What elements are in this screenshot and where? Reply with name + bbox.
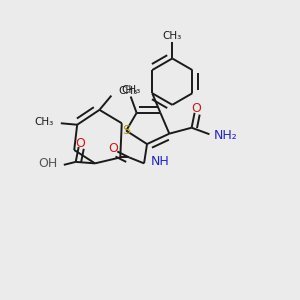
Text: CH₃: CH₃ bbox=[34, 117, 53, 127]
Text: O: O bbox=[191, 102, 201, 115]
Text: CH₃: CH₃ bbox=[121, 85, 140, 95]
Text: OH: OH bbox=[38, 158, 57, 170]
Text: NH₂: NH₂ bbox=[214, 129, 238, 142]
Text: NH: NH bbox=[151, 155, 169, 168]
Text: CH₃: CH₃ bbox=[119, 86, 138, 96]
Text: S: S bbox=[122, 124, 130, 137]
Text: CH₃: CH₃ bbox=[163, 31, 182, 40]
Text: O: O bbox=[108, 142, 118, 155]
Text: O: O bbox=[75, 137, 85, 150]
